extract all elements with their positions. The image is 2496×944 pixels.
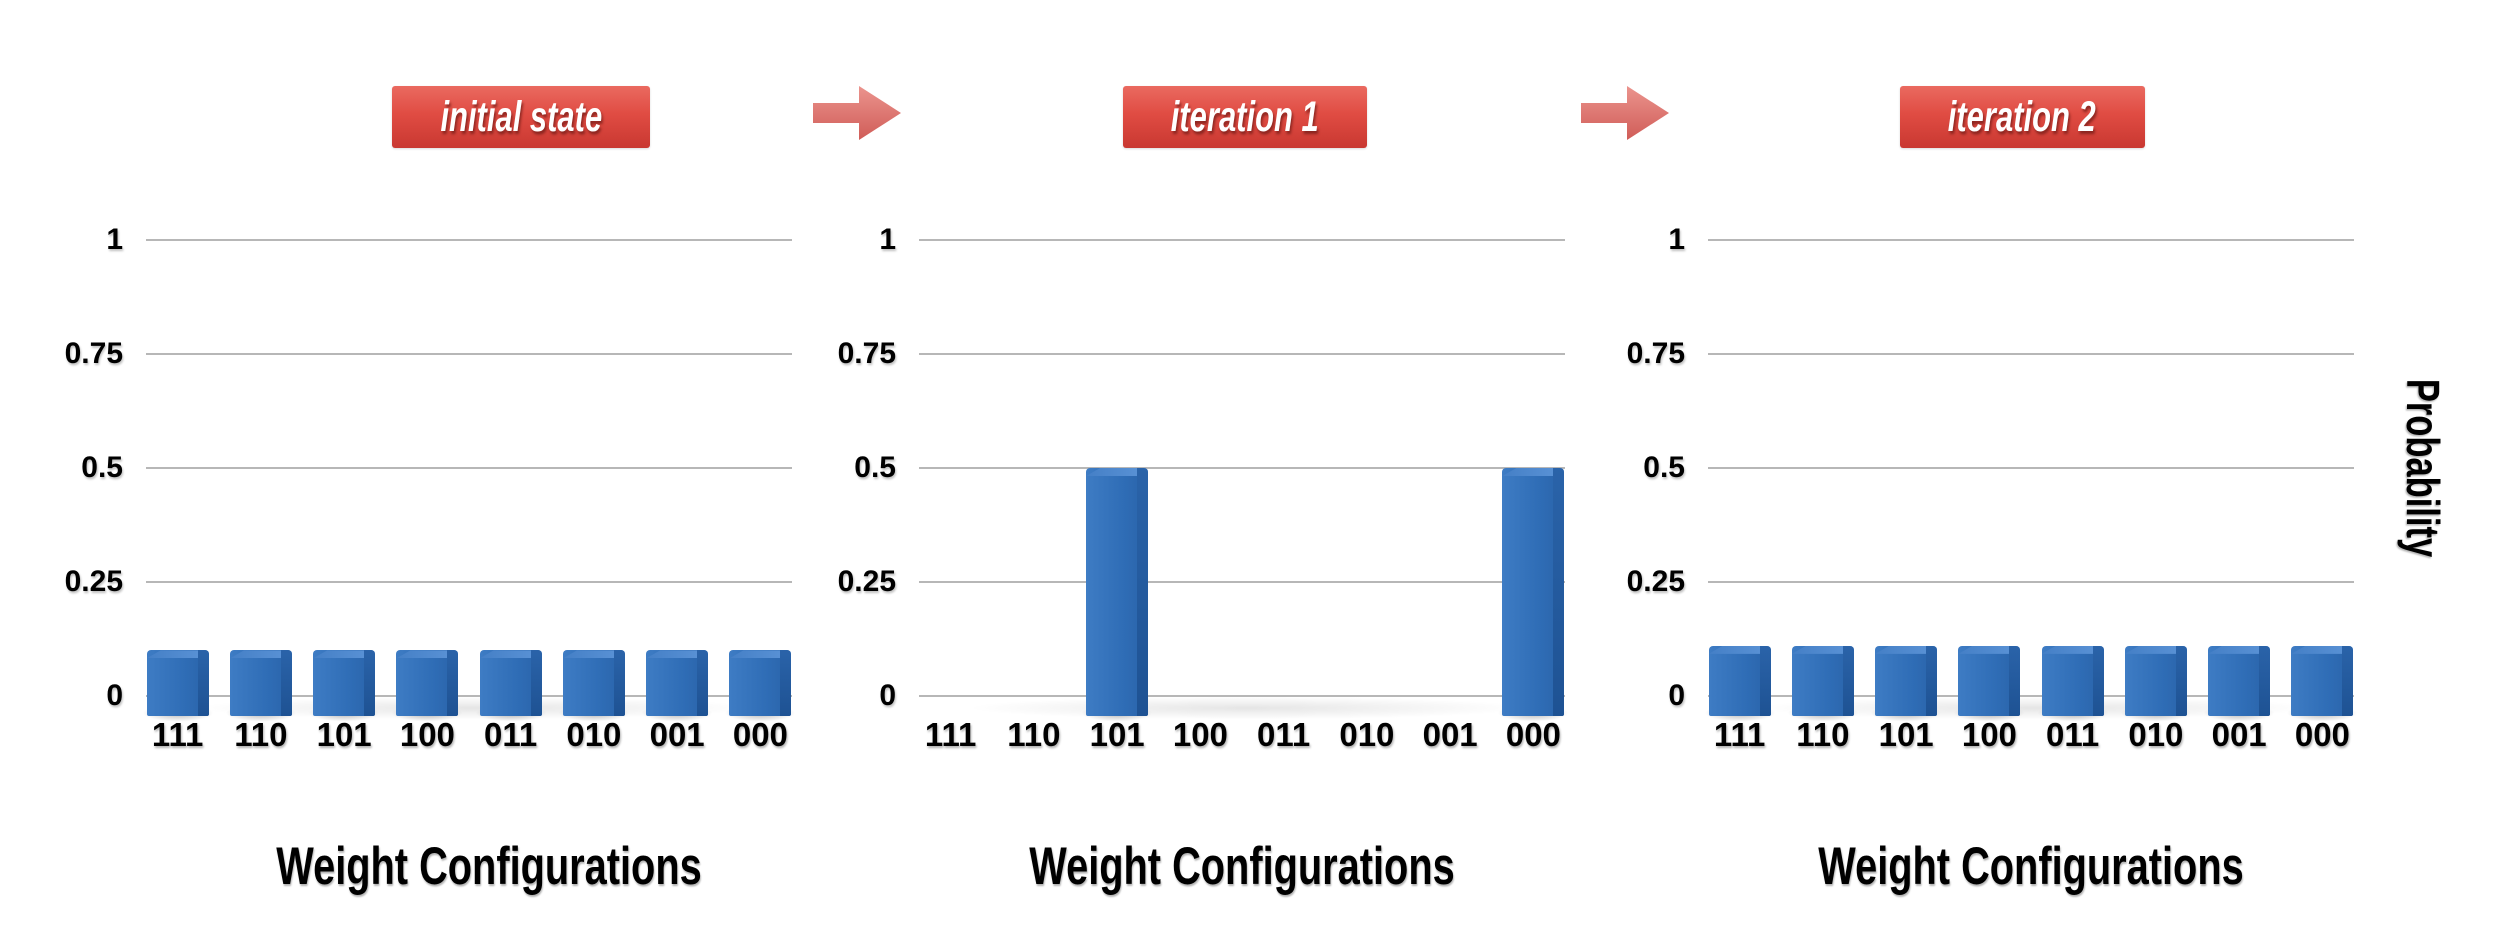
x-tick-label: 111 [1713,716,1766,753]
gridline-1 [919,239,1565,241]
gridline-0.75 [146,353,792,355]
bar-010 [562,650,625,716]
y-tick-label: 0 [1668,679,1685,712]
bar-101 [1086,468,1149,716]
stage-badge-label: initial state [440,92,602,141]
y-tick-label: 1 [879,223,896,256]
gridline-1 [146,239,792,241]
y-axis-title: Probability [2397,378,2449,558]
right-arrow-icon [813,84,903,142]
x-tick-label: 001 [2211,716,2267,753]
bar-001 [646,650,709,716]
gridline-0 [919,695,1565,697]
x-tick-label: 100 [1172,716,1228,753]
x-tick-label: 010 [1339,716,1395,753]
x-tick-label: 101 [1878,716,1934,753]
bar-101 [313,650,376,716]
y-tick-label: 1 [106,223,123,256]
floor-shadow [907,694,1587,722]
gridline-0.25 [1708,581,2354,583]
x-tick-label: 101 [316,716,372,753]
bar-001 [2208,645,2271,716]
x-tick-label: 010 [2128,716,2184,753]
bar-011 [479,650,542,716]
x-tick-label: 011 [1257,716,1311,753]
x-tick-label: 011 [2046,716,2100,753]
gridline-0 [146,695,792,697]
gridline-0.25 [146,581,792,583]
x-tick-label: 111 [151,716,204,753]
x-axis-title: Weight Configurations [1029,837,1455,896]
bar-110 [229,650,292,716]
y-tick-label: 0.25 [1626,565,1685,598]
x-tick-label: 110 [1007,716,1061,753]
y-tick-label: 0.75 [837,337,896,370]
bar-010 [2124,645,2187,716]
bar-100 [396,650,459,716]
stage-badge: initial state [392,86,650,148]
x-tick-label: 011 [484,716,538,753]
y-tick-label: 0.5 [81,451,123,484]
bar-111 [1708,645,1771,716]
stage-badge-label: iteration 2 [1948,92,2096,141]
gridline-0.5 [1708,467,2354,469]
bar-110 [1791,645,1854,716]
y-tick-label: 0.5 [854,451,896,484]
bar-111 [146,650,209,716]
y-tick-label: 0.5 [1643,451,1685,484]
x-tick-label: 110 [1796,716,1850,753]
x-axis-title: Weight Configurations [1818,837,2244,896]
bar-000 [2291,645,2354,716]
bar-000 [1502,468,1565,716]
gridline-1 [1708,239,2354,241]
y-tick-label: 0.25 [64,565,123,598]
x-tick-label: 101 [1089,716,1145,753]
x-tick-label: 001 [1422,716,1478,753]
stage-badge: iteration 2 [1899,86,2145,148]
y-tick-label: 0.75 [1626,337,1685,370]
gridline-0.5 [146,467,792,469]
bar-011 [2041,645,2104,716]
x-tick-label: 110 [234,716,288,753]
y-tick-label: 0 [879,679,896,712]
gridline-0.75 [1708,353,2354,355]
stage-badge: iteration 1 [1123,86,1367,148]
y-tick-label: 0 [106,679,123,712]
y-tick-label: 1 [1668,223,1685,256]
y-tick-label: 0.75 [64,337,123,370]
bar-101 [1875,645,1938,716]
x-tick-label: 001 [649,716,705,753]
gridline-0.5 [919,467,1565,469]
stage-badge-label: iteration 1 [1171,92,1319,141]
x-tick-label: 100 [1961,716,2017,753]
bar-100 [1958,645,2021,716]
gridline-0.75 [919,353,1565,355]
bar-000 [729,650,792,716]
right-arrow-icon [1581,84,1671,142]
x-axis-title: Weight Configurations [276,837,702,896]
x-tick-label: 010 [566,716,622,753]
x-tick-label: 000 [732,716,788,753]
gridline-0.25 [919,581,1565,583]
gridline-0 [1708,695,2354,697]
x-tick-label: 111 [924,716,977,753]
x-tick-label: 000 [1505,716,1561,753]
x-tick-label: 000 [2294,716,2350,753]
y-tick-label: 0.25 [837,565,896,598]
x-tick-label: 100 [399,716,455,753]
